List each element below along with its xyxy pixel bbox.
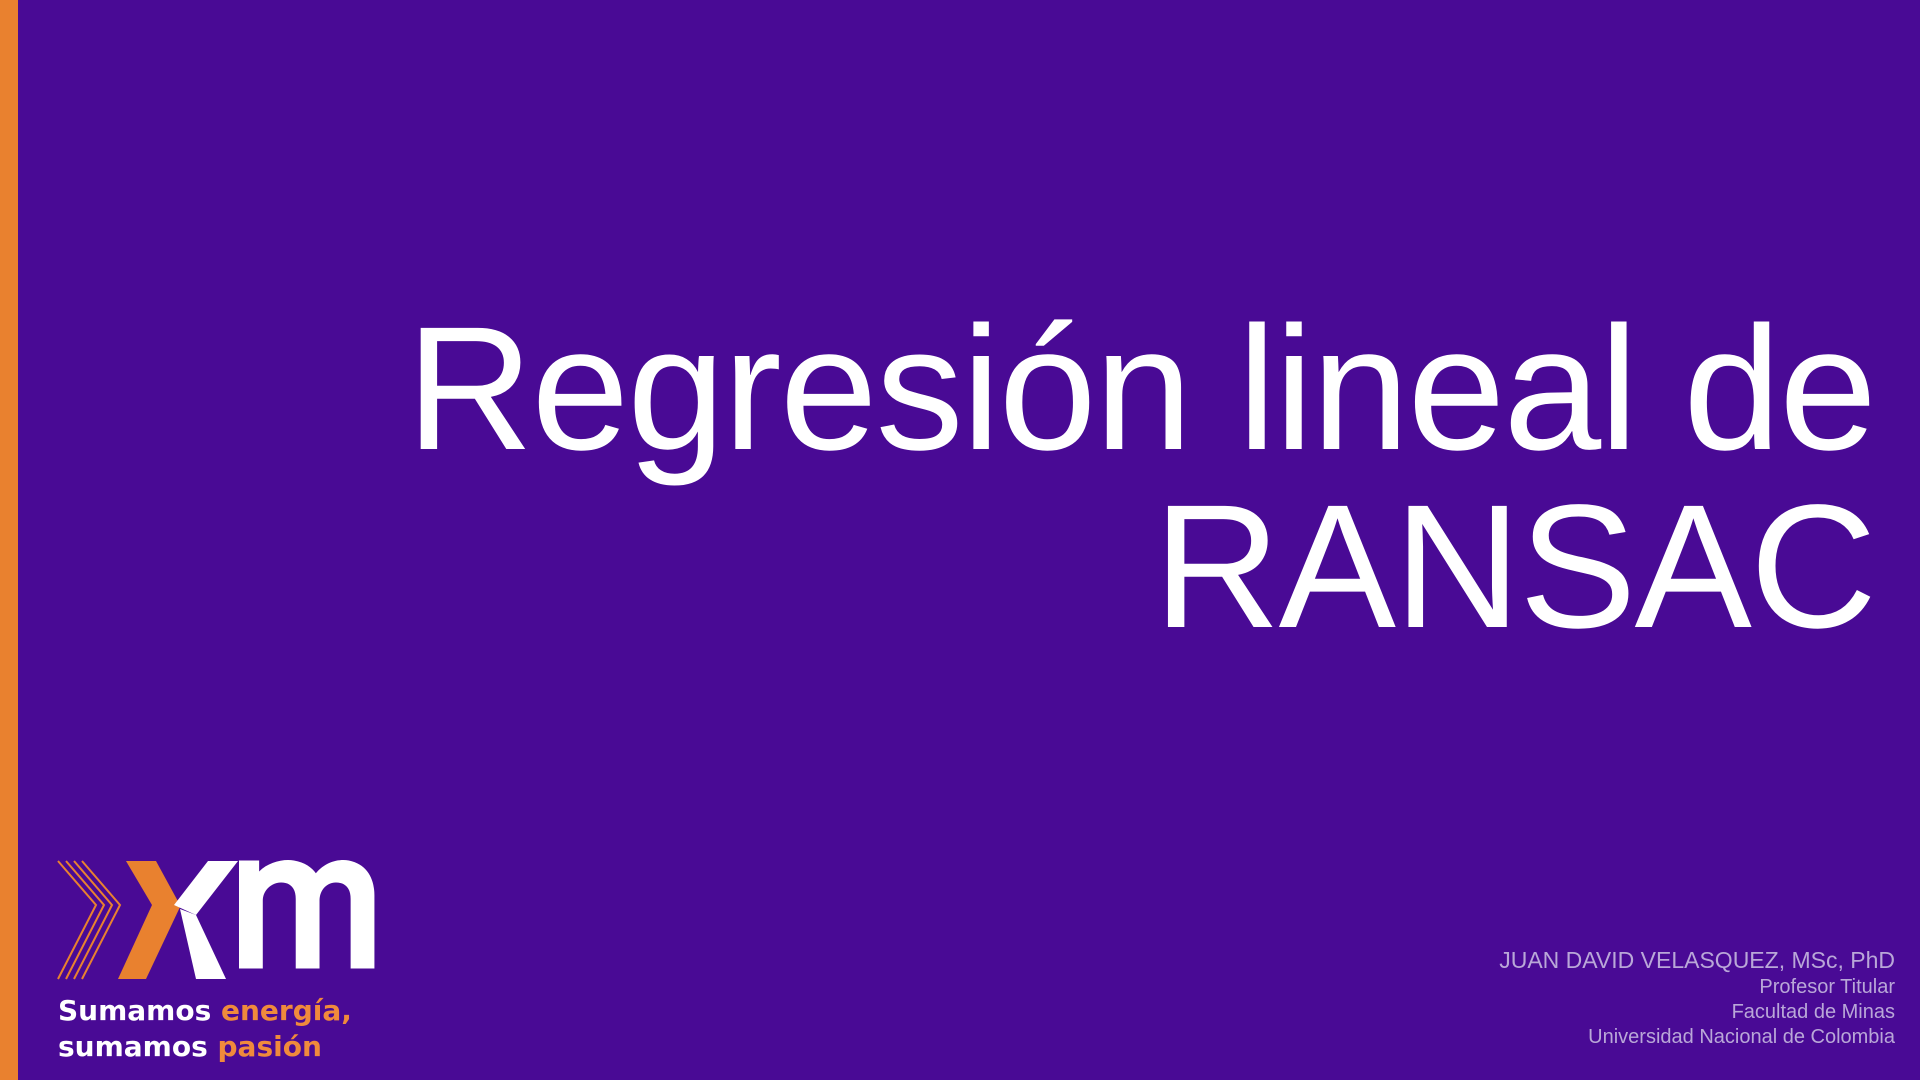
tagline-highlight: energía, bbox=[221, 994, 352, 1027]
accent-bar bbox=[0, 0, 18, 1080]
author-position: Profesor Titular bbox=[1759, 976, 1895, 998]
xm-logo-icon bbox=[57, 860, 375, 980]
xm-logo: Sumamos energía, sumamos pasión bbox=[56, 855, 376, 1070]
title-line-1: Regresión lineal de bbox=[406, 291, 1877, 487]
logo-tagline: Sumamos energía, sumamos pasión bbox=[58, 993, 352, 1065]
author-name: JUAN DAVID VELASQUEZ, MSc, PhD bbox=[1499, 947, 1895, 973]
tagline-highlight: pasión bbox=[217, 1030, 322, 1063]
author-faculty: Facultad de Minas bbox=[1731, 1001, 1895, 1023]
author-block: JUAN DAVID VELASQUEZ, MSc, PhD Profesor … bbox=[1499, 945, 1895, 1050]
author-university: Universidad Nacional de Colombia bbox=[1588, 1026, 1895, 1048]
tagline-word: Sumamos bbox=[58, 994, 212, 1027]
title-line-2: RANSAC bbox=[1153, 469, 1877, 665]
slide-title: Regresión lineal de RANSAC bbox=[225, 291, 1877, 665]
tagline-word: sumamos bbox=[58, 1030, 208, 1063]
